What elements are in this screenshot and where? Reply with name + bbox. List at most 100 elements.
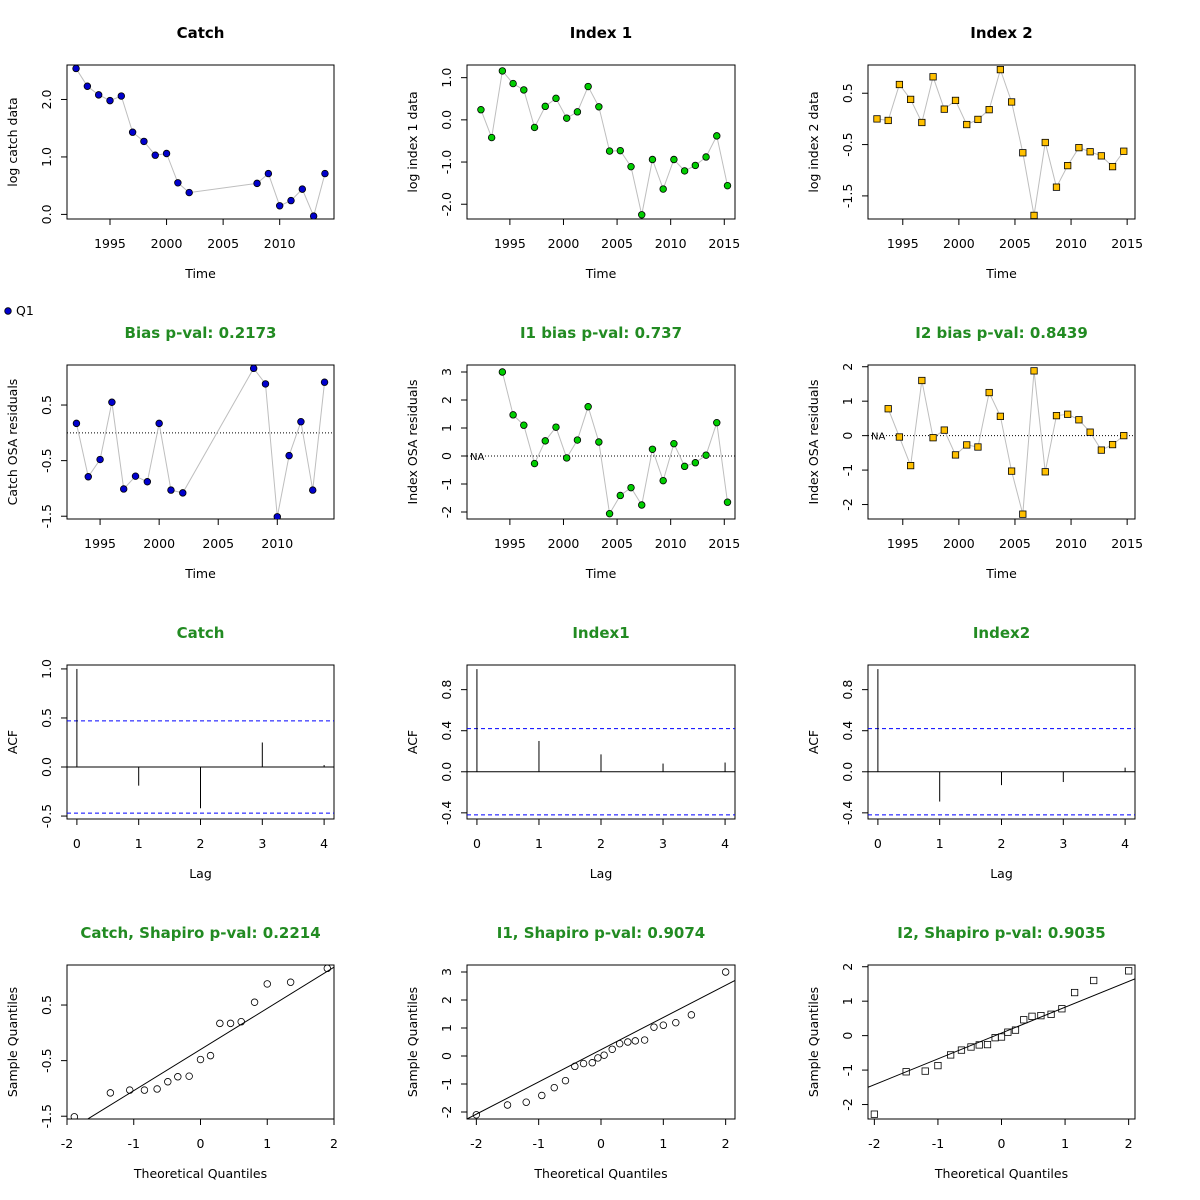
data-point <box>672 1018 680 1027</box>
data-point <box>261 380 270 388</box>
y-tick-label: 0 <box>439 452 454 460</box>
qq-reference-line <box>868 978 1135 1088</box>
panel-title: Catch, Shapiro p-val: 0.2214 <box>80 924 320 942</box>
data-point <box>117 92 126 100</box>
x-tick-label: 2005 <box>202 536 234 551</box>
data-layer <box>868 367 1135 518</box>
data-point <box>264 169 273 178</box>
data-point <box>167 486 175 494</box>
y-tick-label: -0.5 <box>39 804 54 828</box>
x-tick-label: 2010 <box>264 236 296 251</box>
data-point <box>164 1078 172 1086</box>
x-tick-label: 2015 <box>1111 536 1143 551</box>
x-axis-title: Theoretical Quantiles <box>934 1166 1068 1181</box>
data-point <box>1041 468 1049 476</box>
data-point <box>72 65 80 73</box>
data-point <box>702 153 710 161</box>
data-point <box>179 489 187 497</box>
data-point <box>185 188 193 197</box>
y-axis-title: log index 2 data <box>806 91 821 192</box>
data-layer <box>70 965 334 1119</box>
data-point <box>1108 163 1117 171</box>
data-point <box>273 513 281 519</box>
data-layer <box>72 65 329 219</box>
data-point <box>895 433 904 441</box>
y-tick-label: 1 <box>439 1024 454 1032</box>
data-point <box>520 86 528 94</box>
y-tick-label: -2 <box>439 506 454 518</box>
x-tick-label: 2015 <box>708 536 740 551</box>
data-point <box>541 102 549 111</box>
x-tick-label: 2 <box>197 836 205 851</box>
x-tick-label: 0 <box>73 836 81 851</box>
data-point <box>237 1018 245 1026</box>
data-point <box>287 196 295 205</box>
data-point <box>659 1021 668 1029</box>
x-tick-label: 2000 <box>943 536 975 551</box>
x-tick-label: 1 <box>135 836 143 851</box>
x-axis-title: Theoretical Quantiles <box>133 1166 267 1181</box>
x-tick-label: 2 <box>1125 1136 1133 1151</box>
data-point <box>275 202 284 210</box>
data-point <box>174 1073 182 1081</box>
data-point <box>595 438 603 446</box>
data-point <box>951 451 960 459</box>
x-tick-label: 2 <box>330 1136 338 1151</box>
panel-index1-acf: Index1 0 1 2 3 4 -0.4 0.0 0.4 0.8 Lag ACF <box>405 624 736 881</box>
data-point <box>638 211 646 219</box>
series-connector <box>876 67 1125 216</box>
data-point <box>320 378 329 386</box>
data-point <box>631 1037 639 1045</box>
x-tick-label: 2010 <box>655 236 687 251</box>
data-point <box>509 79 517 88</box>
x-axis-title: Time <box>585 266 617 281</box>
data-layer <box>67 365 334 519</box>
x-tick-label: 2 <box>597 836 605 851</box>
y-axis-title: ACF <box>806 730 821 754</box>
data-point <box>72 419 81 428</box>
y-tick-label: 0 <box>840 432 855 440</box>
data-point <box>963 120 971 129</box>
data-point <box>594 1054 602 1062</box>
data-point <box>108 398 116 406</box>
x-axis-title: Time <box>985 566 1017 581</box>
data-point <box>1058 1005 1066 1013</box>
y-axis-title: log index 1 data <box>405 91 420 192</box>
data-point <box>174 179 182 187</box>
panel-title: I2, Shapiro p-val: 0.9035 <box>897 924 1105 942</box>
data-point <box>94 91 103 99</box>
y-tick-label: 0.5 <box>39 995 54 1015</box>
data-point <box>106 1089 115 1097</box>
x-tick-label: 1995 <box>494 536 526 551</box>
y-tick-label: 1.0 <box>39 147 54 167</box>
y-tick-label: 2 <box>840 963 855 971</box>
data-point <box>562 454 571 462</box>
y-tick-label: 3 <box>439 968 454 976</box>
panel-title: I1 bias p-val: 0.737 <box>520 324 682 342</box>
data-layer <box>467 368 735 518</box>
x-axis-title: Time <box>184 266 216 281</box>
data-point <box>627 483 635 492</box>
data-point <box>907 461 915 470</box>
y-tick-label: 0.4 <box>439 721 454 741</box>
y-axis-title: Index OSA residuals <box>405 380 420 505</box>
x-tick-label: 1995 <box>494 236 526 251</box>
y-tick-label: 0.0 <box>39 757 54 777</box>
y-tick-label: -2.0 <box>439 192 454 216</box>
data-point <box>659 185 667 193</box>
x-tick-label: 2005 <box>601 236 633 251</box>
y-tick-label: 0.5 <box>39 708 54 728</box>
data-point <box>721 968 730 976</box>
x-tick-label: 2010 <box>261 536 293 551</box>
data-point <box>895 80 904 89</box>
data-point <box>615 1039 624 1048</box>
x-axis-title: Time <box>585 566 617 581</box>
y-tick-label: -1.0 <box>439 150 454 174</box>
data-point <box>151 151 159 159</box>
data-point <box>929 73 937 81</box>
data-point <box>1125 967 1133 975</box>
x-tick-label: 2 <box>722 1136 730 1151</box>
qq-reference-line <box>86 966 334 1119</box>
data-point <box>1011 1026 1020 1034</box>
